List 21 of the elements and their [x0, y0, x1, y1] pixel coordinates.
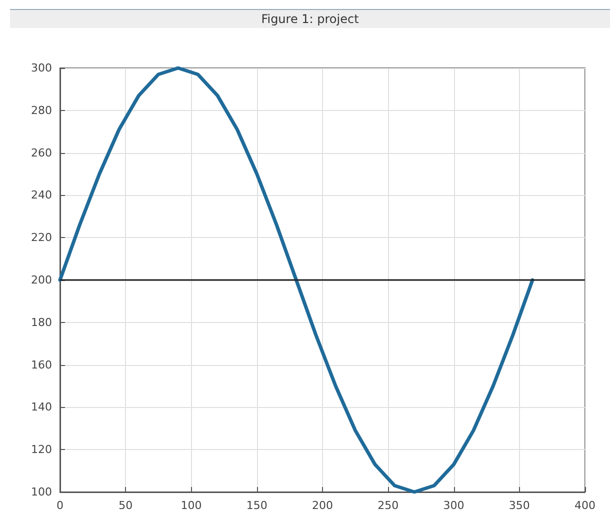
y-tick-label: 280 — [31, 104, 52, 117]
y-tick-label: 140 — [31, 400, 52, 414]
y-tick-label: 300 — [31, 62, 52, 74]
x-tick-label: 200 — [312, 499, 333, 511]
chart-title: Figure 1: project — [10, 9, 610, 28]
y-tick-label: 180 — [31, 316, 52, 329]
y-tick-label: 120 — [31, 443, 52, 456]
x-tick-label: 400 — [574, 499, 596, 511]
y-tick-label: 160 — [31, 358, 52, 372]
y-tick-label: 200 — [31, 274, 52, 286]
y-tick-label: 220 — [31, 231, 52, 244]
x-tick-label: 0 — [56, 499, 64, 511]
y-tick-label: 260 — [31, 146, 52, 160]
y-tick-label: 100 — [31, 486, 52, 498]
x-tick-label: 300 — [443, 499, 464, 511]
x-tick-label: 350 — [508, 499, 530, 511]
x-tick-label: 250 — [378, 499, 399, 511]
y-tick-label: 240 — [31, 188, 52, 202]
x-tick-label: 150 — [246, 499, 268, 511]
x-tick-label: 100 — [180, 499, 202, 511]
x-tick-label: 50 — [118, 499, 133, 511]
